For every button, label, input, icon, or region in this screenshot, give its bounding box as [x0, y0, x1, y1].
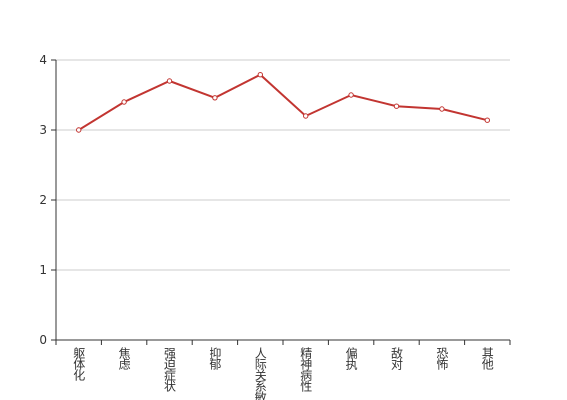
point — [303, 113, 309, 119]
y-tick-label: 3 — [39, 123, 47, 137]
x-tick-label: 敌对 — [390, 346, 404, 370]
x-tick-label: 抑郁 — [208, 346, 222, 371]
x-tick-label: 其他 — [480, 347, 494, 370]
y-tick-label: 1 — [39, 263, 47, 277]
point — [484, 117, 490, 123]
x-tick-label: 偏执 — [344, 346, 358, 371]
point — [166, 78, 173, 84]
x-tick-label: 人际关系敏感 — [253, 347, 267, 400]
x-tick-label: 躯体化 — [72, 346, 86, 382]
point — [393, 103, 400, 109]
x-tick-label: 焦虑 — [117, 347, 131, 370]
x-tick-label: 强迫症状 — [163, 347, 177, 392]
series-line — [78, 73, 488, 131]
point — [76, 127, 82, 133]
y-tick-label: 0 — [39, 333, 47, 347]
point — [121, 99, 127, 105]
point — [348, 92, 354, 98]
point — [212, 95, 218, 101]
point — [439, 106, 445, 112]
x-tick-label: 恐怖 — [435, 347, 449, 370]
point — [257, 72, 263, 78]
y-tick-label: 4 — [39, 53, 47, 67]
y-tick-label: 2 — [39, 193, 47, 207]
x-tick-label: 精神病性 — [299, 347, 313, 393]
